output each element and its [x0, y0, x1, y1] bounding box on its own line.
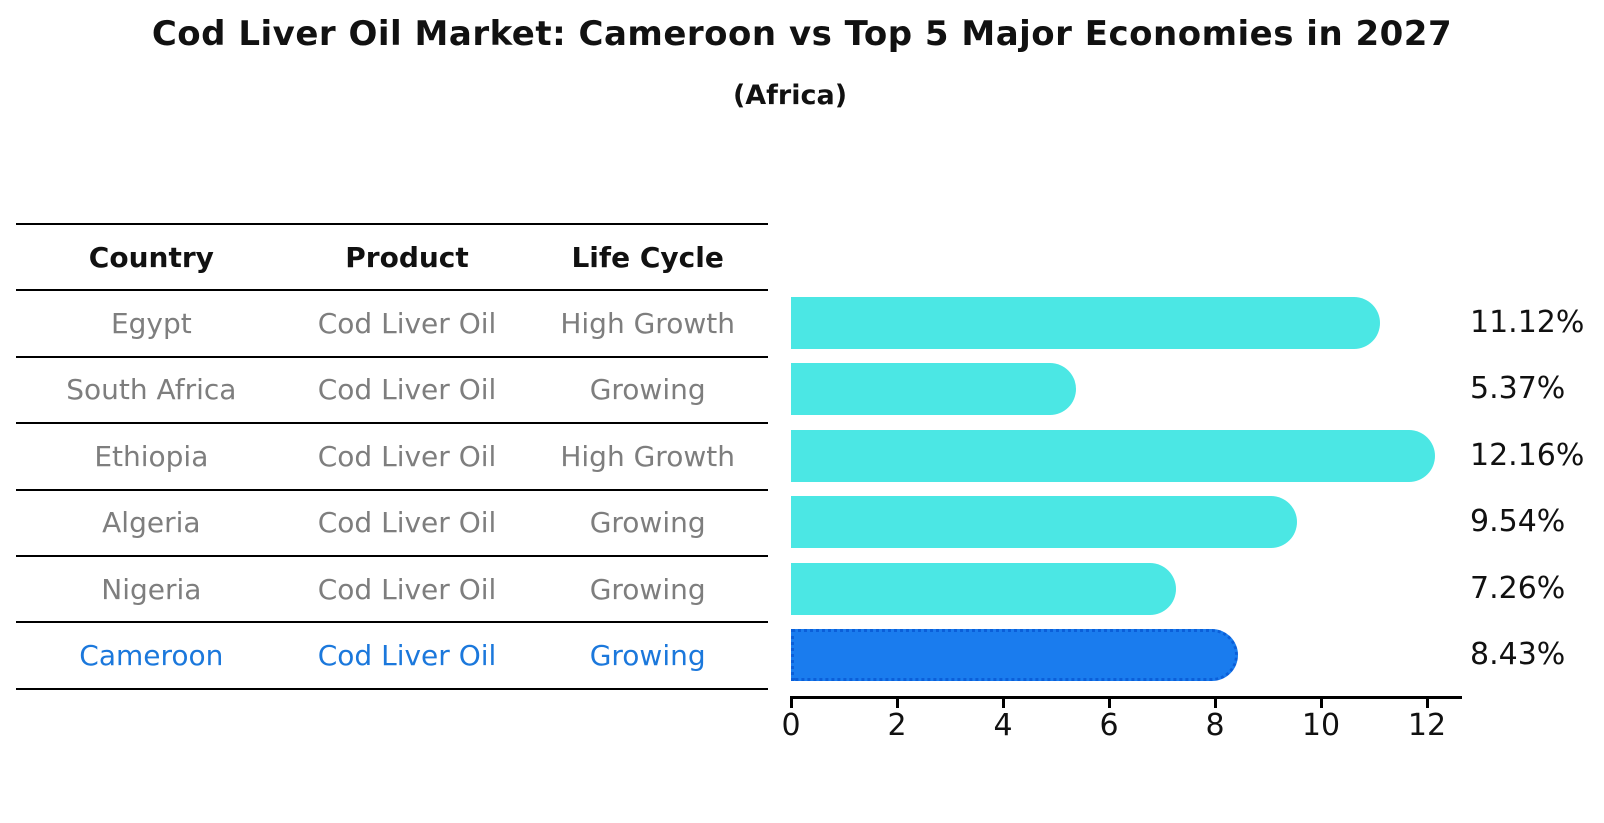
value-label: 9.54%: [1470, 504, 1566, 540]
bar-algeria: [791, 496, 1297, 549]
cell-life-cycle: Growing: [589, 506, 706, 540]
cell-product: Cod Liver Oil: [317, 439, 497, 473]
cell-country: South Africa: [66, 373, 237, 407]
x-axis-tick: [1107, 699, 1111, 708]
x-axis-tick: [789, 699, 793, 708]
col-header-life-cycle: Life Cycle: [571, 240, 724, 274]
cell-product: Cod Liver Oil: [317, 639, 497, 673]
x-axis-tick: [1213, 699, 1217, 708]
cell-life-cycle: High Growth: [560, 307, 735, 341]
bar-egypt: [791, 296, 1381, 349]
bar-ethiopia: [791, 429, 1436, 482]
table-row: Algeria Cod Liver Oil Growing: [16, 488, 768, 555]
x-axis-line: [790, 696, 1462, 699]
cell-product: Cod Liver Oil: [317, 307, 497, 341]
x-axis-tick-label: 10: [1301, 708, 1341, 743]
x-axis-tick: [1425, 699, 1429, 708]
x-axis-tick-label: 0: [781, 708, 801, 743]
x-axis-tick: [1319, 699, 1323, 708]
x-axis-tick-label: 12: [1407, 708, 1447, 743]
cell-life-cycle: Growing: [589, 639, 706, 673]
cell-product: Cod Liver Oil: [317, 373, 497, 407]
bar-nigeria: [791, 562, 1176, 615]
col-header-product: Product: [345, 240, 469, 274]
col-header-country: Country: [88, 240, 214, 274]
x-axis-tick: [895, 699, 899, 708]
table-row: Cameroon Cod Liver Oil Growing: [16, 621, 768, 687]
cell-country: Nigeria: [101, 572, 202, 606]
cell-life-cycle: Growing: [589, 373, 706, 407]
table-row: Egypt Cod Liver Oil High Growth: [16, 289, 768, 355]
cell-life-cycle: High Growth: [560, 439, 735, 473]
x-axis-tick-label: 4: [993, 708, 1013, 743]
value-label: 11.12%: [1470, 304, 1585, 340]
table-row: Ethiopia Cod Liver Oil High Growth: [16, 422, 768, 488]
bar-south-africa: [791, 363, 1076, 416]
table-header-row: Country Product Life Cycle: [16, 223, 768, 289]
x-axis-tick-label: 6: [1099, 708, 1119, 743]
cell-life-cycle: Growing: [589, 572, 706, 606]
table-row: Nigeria Cod Liver Oil Growing: [16, 554, 768, 621]
x-axis-tick: [1001, 699, 1005, 708]
x-axis-tick-label: 8: [1205, 708, 1225, 743]
table-row: South Africa Cod Liver Oil Growing: [16, 355, 768, 422]
chart-subtitle: (Africa): [732, 80, 848, 111]
cell-country: Algeria: [102, 506, 201, 540]
bar-cameroon-highlight: [791, 629, 1238, 682]
cell-country: Cameroon: [79, 639, 224, 673]
country-table: Country Product Life Cycle Egypt Cod Live…: [16, 223, 768, 690]
cell-country: Egypt: [110, 307, 192, 341]
cell-country: Ethiopia: [94, 439, 209, 473]
value-label: 7.26%: [1470, 570, 1566, 606]
cell-product: Cod Liver Oil: [317, 572, 497, 606]
cell-product: Cod Liver Oil: [317, 506, 497, 540]
chart-title: Cod Liver Oil Market: Cameroon vs Top 5 …: [151, 14, 1453, 54]
value-label: 8.43%: [1470, 637, 1566, 673]
value-label: 5.37%: [1470, 371, 1566, 407]
value-label: 12.16%: [1470, 437, 1585, 473]
x-axis-tick-label: 2: [887, 708, 907, 743]
